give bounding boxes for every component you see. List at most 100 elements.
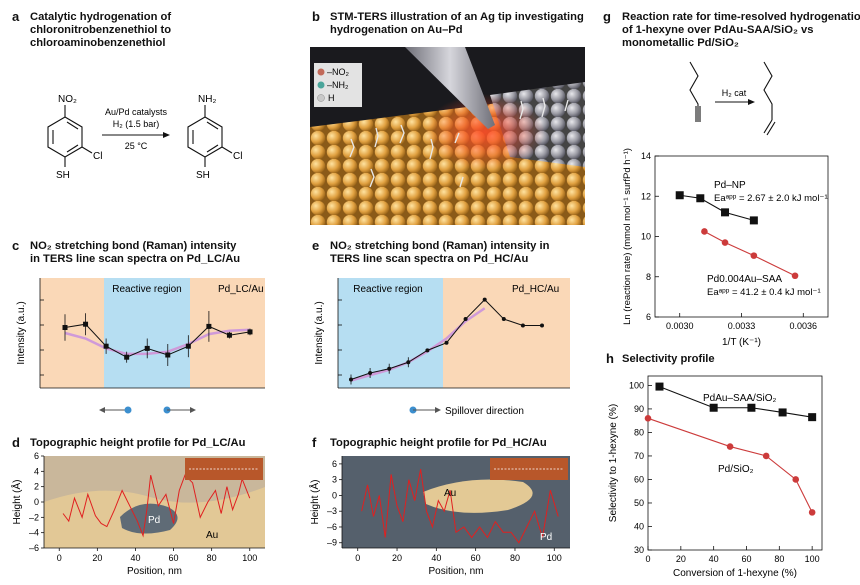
x-tick-label: 40 xyxy=(431,553,441,563)
data-point xyxy=(425,348,430,353)
product-ring xyxy=(187,105,233,167)
data-point xyxy=(726,443,734,450)
x-tick-label: 60 xyxy=(169,553,179,563)
panel-d-title: Topographic height profile for Pd_LC/Au xyxy=(30,437,246,449)
y-tick-label: 6 xyxy=(34,452,39,461)
y-tick-label: 10 xyxy=(641,232,651,242)
pd-label: Pd xyxy=(540,532,552,543)
double-bond-line xyxy=(766,121,776,136)
data-point xyxy=(675,191,684,200)
panel-a-title-line: Catalytic hydrogenation of xyxy=(30,11,172,23)
panel-a-title-line: chloronitrobenzenethiol to xyxy=(30,24,172,36)
reactive-region xyxy=(104,278,190,388)
panel-f-letter: f xyxy=(312,435,317,450)
pd-cluster xyxy=(120,503,178,534)
panel-g-letter: g xyxy=(603,9,611,24)
panel-b-letter: b xyxy=(312,9,320,24)
panel-e-title-line: TERS line scan spectra on Pd_HC/Au xyxy=(330,253,529,265)
product-cl-label: Cl xyxy=(233,151,242,162)
reactant-ring xyxy=(47,105,93,167)
y-tick-label: 30 xyxy=(634,545,644,555)
data-point xyxy=(206,323,212,329)
reactant-no2-label: NO₂ xyxy=(58,94,77,105)
data-point xyxy=(247,329,253,335)
pd-lc-label: Pd_LC/Au xyxy=(218,284,264,295)
y-tick-label: 0 xyxy=(332,490,337,500)
data-point xyxy=(520,323,525,328)
legend-h: H xyxy=(328,93,335,103)
data-point xyxy=(540,323,544,328)
panel-g-title: Reaction rate for time-resolved hydrogen… xyxy=(622,11,860,50)
y-tick-label: 0 xyxy=(34,497,39,507)
panel-d-letter: d xyxy=(12,435,20,450)
data-point xyxy=(808,509,816,516)
data-line xyxy=(64,323,251,358)
data-point xyxy=(165,352,171,358)
molecules xyxy=(349,97,569,188)
scheme-a-reaction: NO₂ Cl SH Au/Pd catalysts H₂ (1.5 bar) 2… xyxy=(47,94,242,181)
legend-no2: –NO₂ xyxy=(327,67,350,77)
data-point xyxy=(226,332,232,338)
data-point xyxy=(696,194,705,203)
y-axis-label: Height (Å) xyxy=(10,479,23,524)
h-legend-dot xyxy=(317,94,325,102)
plot-frame xyxy=(647,375,823,551)
temperature-label: 25 °C xyxy=(125,141,148,151)
series-line xyxy=(704,230,796,277)
series-label-pd-sio2: Pd/SiO₂ xyxy=(718,464,754,475)
y-axis-label: Height (Å) xyxy=(308,479,321,524)
data-point xyxy=(349,377,353,382)
hexyne-chain xyxy=(689,61,699,122)
y-axis-label: Intensity (a.u.) xyxy=(314,301,325,364)
spillover-arrowhead xyxy=(435,407,441,413)
chart-e: Reactive region Pd_HC/Au Intensity (a.u.) S… xyxy=(314,278,570,417)
x-axis-label: Position, nm xyxy=(127,566,182,577)
panel-e-letter: e xyxy=(312,238,320,253)
data-point xyxy=(655,382,664,391)
chart-f: 6 3 0 –3 –6 –9 0 20 40 60 80 100 Position, nm Height … xyxy=(308,456,570,577)
hexyne-scheme: H₂ cat xyxy=(689,61,776,136)
y-tick-label: 90 xyxy=(634,404,644,414)
panel-e-title: NO₂ stretching bond (Raman) intensity in… xyxy=(330,240,549,266)
x-tick-label: 0.0036 xyxy=(790,321,818,331)
series-label-saa: Pd0.004Au–SAA xyxy=(707,274,782,285)
x-tick-label: 100 xyxy=(805,554,820,564)
y-tick-label: –9 xyxy=(327,538,337,548)
panel-g-title-line: monometallic Pd/SiO₂ xyxy=(622,37,739,49)
x-tick-label: 80 xyxy=(510,553,520,563)
y-tick-label: 100 xyxy=(629,380,644,390)
reactive-region-label: Reactive region xyxy=(353,284,422,295)
panel-c-title-line: NO₂ stretching bond (Raman) intensity xyxy=(30,240,237,252)
spillover-dot xyxy=(124,406,132,414)
reactive-region-label: Reactive region xyxy=(112,284,181,295)
x-tick-label: 100 xyxy=(242,553,257,563)
au-island xyxy=(423,479,533,513)
product-nh2-label: NH₂ xyxy=(198,94,216,105)
x-tick-label: 0.0030 xyxy=(666,321,694,331)
series-line xyxy=(679,194,755,221)
chart-g: 14 12 10 8 6 0.0030 0.0033 0.0036 1/T (K⁻¹) Ln (r… xyxy=(622,148,829,348)
x-axis-label: Position, nm xyxy=(428,566,483,577)
y-axis-label: Ln (reaction rate) (mmol mol⁻¹ surfPd h⁻… xyxy=(622,148,633,325)
no2-legend-dot xyxy=(317,68,325,76)
y-tick-label: 6 xyxy=(646,312,651,322)
y-tick-label: 80 xyxy=(634,427,644,437)
data-point xyxy=(701,228,708,235)
data-point xyxy=(368,371,373,376)
data-point xyxy=(124,354,130,360)
y-tick-label: –4 xyxy=(29,528,39,538)
x-tick-label: 60 xyxy=(471,553,481,563)
x-tick-label: 20 xyxy=(92,553,102,563)
data-point xyxy=(463,317,468,322)
data-point xyxy=(808,413,817,422)
data-point xyxy=(749,216,758,225)
data-point xyxy=(792,476,800,483)
y-tick-label: 70 xyxy=(634,451,644,461)
y-tick-label: 40 xyxy=(634,521,644,531)
data-point xyxy=(644,415,652,422)
ea-annotation-pd-np: Eaᵃᵖᵖ = 2.67 ± 2.0 kJ mol⁻¹ xyxy=(714,193,828,204)
data-point xyxy=(721,208,730,217)
chart-c: Reactive region Pd_LC/Au Intensity (a.u.) xyxy=(16,278,265,414)
chart-h: 100 90 80 70 60 50 40 300 20 40 60 80 100 Conversion … xyxy=(608,375,823,579)
y-tick-label: 3 xyxy=(332,475,337,485)
